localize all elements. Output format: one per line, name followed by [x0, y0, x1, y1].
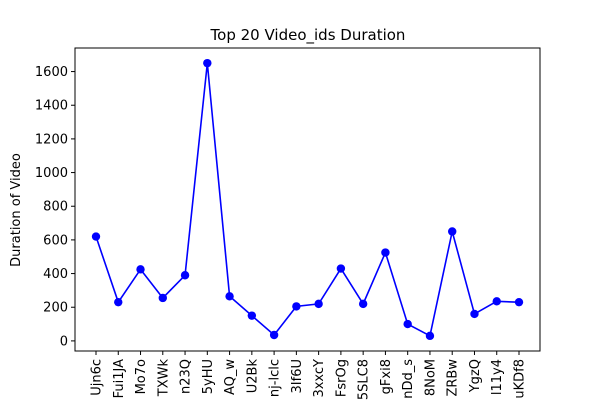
x-tick-label: Mo7o	[134, 359, 149, 394]
x-tick-label: U2Bk	[245, 359, 260, 394]
y-tick-label: 200	[43, 301, 68, 316]
data-point	[492, 297, 501, 306]
y-axis-label: Duration of Video	[9, 153, 24, 267]
x-tick-label: 8NoM	[423, 359, 438, 396]
data-point	[225, 292, 234, 301]
x-tick-label: gFxi8	[379, 359, 394, 394]
x-tick-label: Fui1JA	[112, 359, 127, 398]
data-point	[203, 58, 212, 68]
x-tick-label: 5yHU	[201, 359, 216, 394]
y-tick-label: 400	[43, 267, 68, 282]
y-tick-label: 1400	[35, 99, 68, 114]
data-point	[470, 309, 479, 319]
series-line	[95, 63, 520, 338]
plot-area: 0 200 400 600 800 1000 1200 1400 1600 Ujn6c Fui1JA…	[35, 58, 528, 400]
y-tick-label: 1600	[35, 65, 68, 80]
data-point	[269, 330, 279, 340]
data-point	[381, 248, 390, 257]
data-point	[358, 299, 368, 309]
x-tick-label: l11y4	[490, 359, 505, 395]
plot-frame	[74, 47, 541, 352]
data-point	[158, 293, 167, 303]
data-point	[180, 271, 190, 280]
x-tick-label: FsrOg	[334, 359, 349, 397]
x-tick-label: YgzQ	[468, 359, 483, 393]
data-point	[448, 227, 457, 236]
chart-title: Top 20 Video_ids Duration	[210, 26, 406, 45]
data-point	[425, 331, 435, 341]
x-tick-label: Ujn6c	[90, 359, 105, 396]
y-tick-label: 0	[60, 334, 68, 349]
x-tick-label: TXWk	[156, 359, 171, 398]
x-tick-label: uKDf8	[513, 359, 528, 399]
data-point	[136, 265, 145, 274]
x-tick-label: n23Q	[179, 359, 194, 394]
data-point	[91, 232, 101, 241]
x-tick-label: 5SLC8	[357, 359, 372, 400]
x-tick-label: 3If6U	[290, 359, 305, 393]
data-point	[336, 264, 346, 273]
x-tick-label: 3xxcY	[312, 359, 327, 398]
x-tick-label: nj-lclc	[268, 359, 283, 397]
data-point	[403, 319, 412, 329]
y-tick-label: 1200	[35, 132, 68, 147]
x-tick-label: nDd_s	[401, 359, 416, 399]
y-tick-label: 600	[43, 233, 68, 248]
y-tick-label: 800	[43, 200, 68, 215]
y-tick-label: 1000	[35, 166, 68, 181]
data-point	[247, 311, 257, 320]
x-tick-label: AQ_w	[223, 359, 238, 395]
data-point	[292, 302, 301, 311]
data-point	[114, 297, 123, 307]
x-tick-label: ZRBw	[446, 359, 461, 397]
data-point	[314, 299, 323, 309]
data-point	[514, 297, 524, 307]
